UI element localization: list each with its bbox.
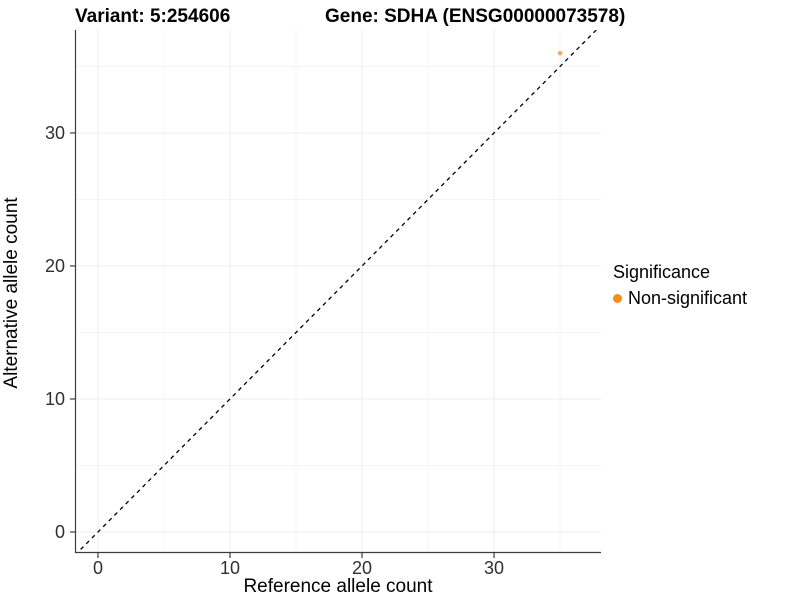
x-tick-label: 30 [484,558,504,578]
legend-item-non-significant: Non-significant [613,288,747,309]
y-axis-title: Alternative allele count [1,197,22,389]
variant-title: Variant: 5:254606 [75,6,231,27]
x-tick-label: 10 [220,558,240,578]
identity-dashed-line [76,30,598,553]
y-tick-label: 20 [45,256,65,276]
scatter-plot: 0 10 20 30 0 10 20 30 [45,30,601,578]
legend-title: Significance [613,262,711,282]
gene-title: Gene: SDHA (ENSG00000073578) [325,6,626,27]
non-significant-swatch-icon [613,294,622,303]
data-point [557,50,563,56]
x-tick-label: 20 [352,558,372,578]
x-tick-label: 0 [93,558,103,578]
x-axis-title: Reference allele count [243,576,433,597]
y-tick-label: 0 [55,522,65,542]
plot-panel: 0 10 20 30 0 10 20 30 [45,30,601,578]
y-tick-label: 30 [45,123,65,143]
legend-item-label: Non-significant [628,288,748,308]
legend: Significance Non-significant [613,262,747,309]
y-tick-label: 10 [45,389,65,409]
